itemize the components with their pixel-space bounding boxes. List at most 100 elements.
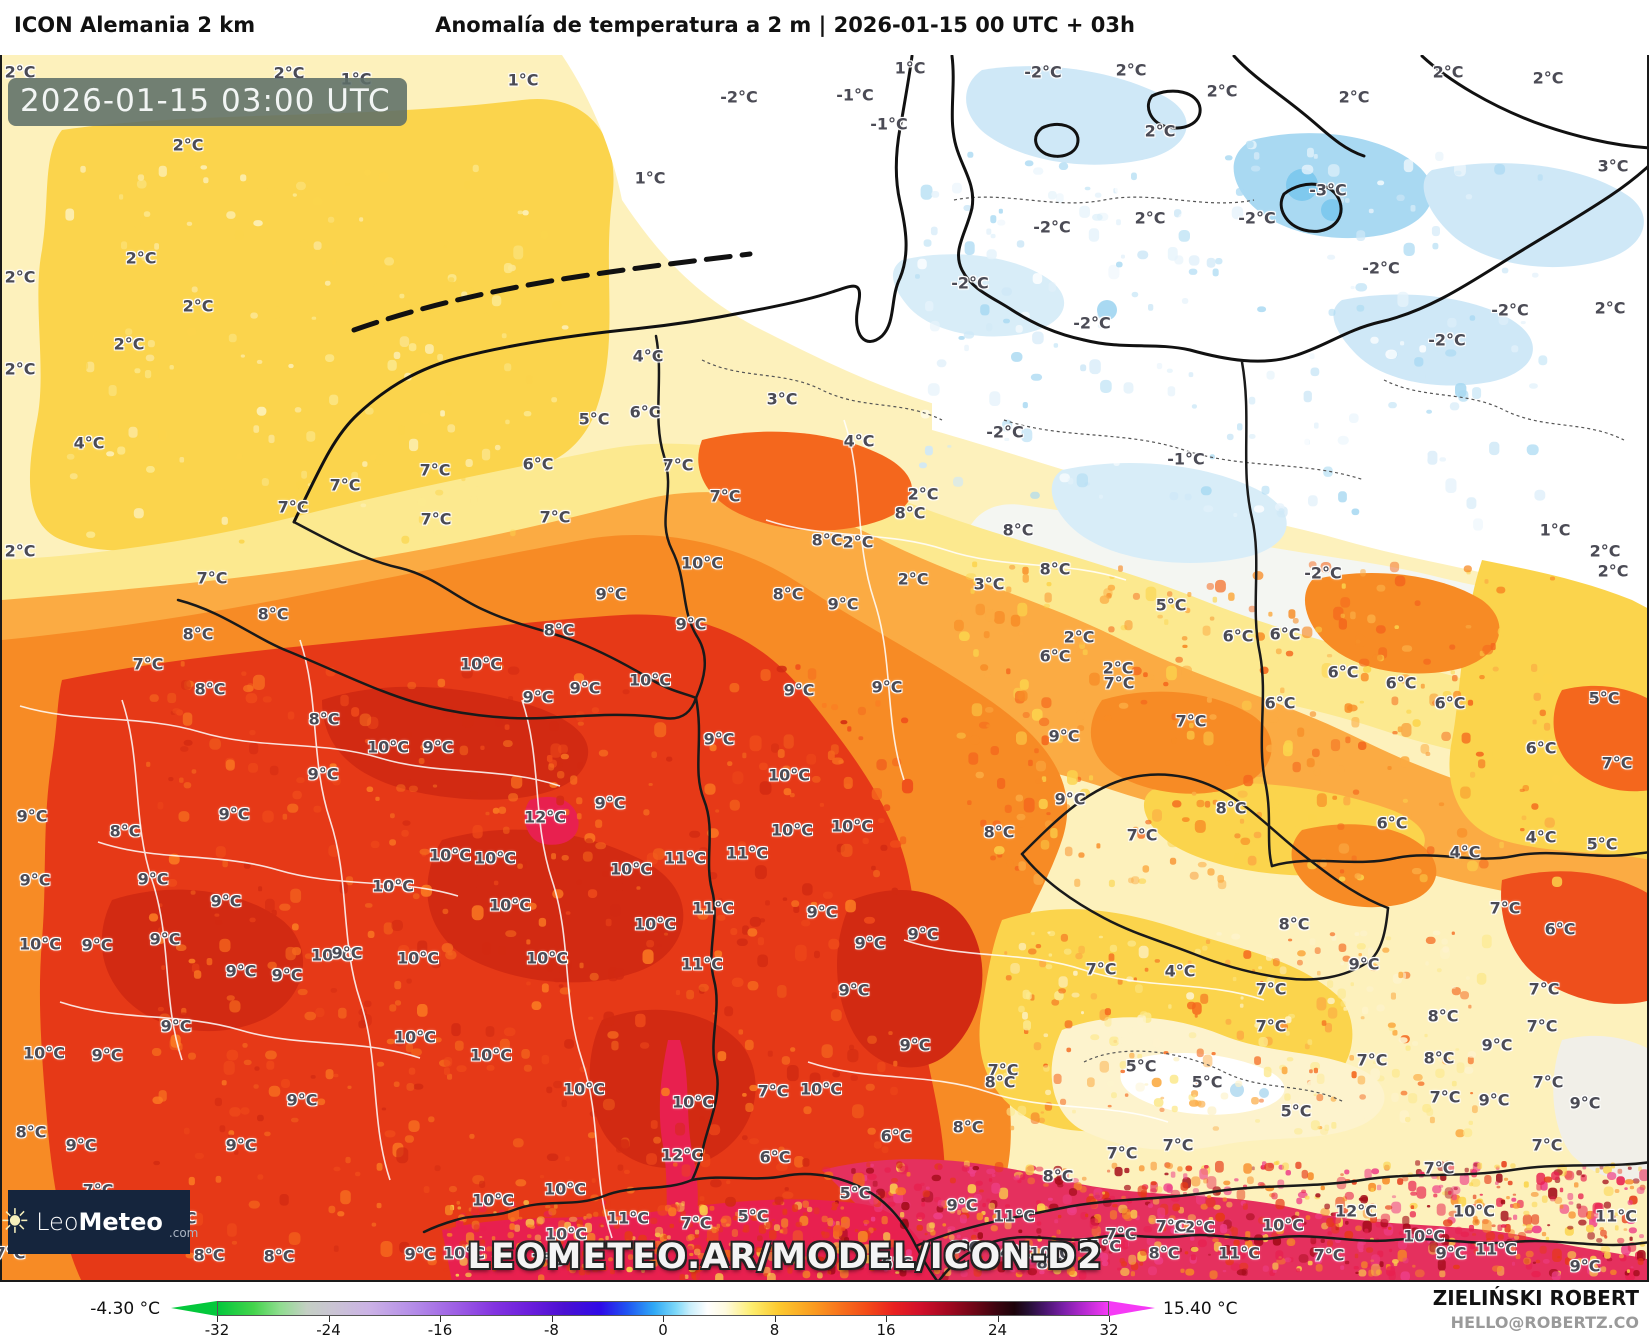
- temp-label: 8°C: [984, 1072, 1016, 1092]
- temp-label: 10°C: [633, 914, 677, 934]
- temp-label: 10°C: [770, 820, 814, 840]
- temp-label: 10°C: [428, 845, 472, 865]
- temp-label: 5°C: [1280, 1101, 1312, 1121]
- temp-label: 2°C: [1102, 658, 1134, 678]
- temp-label: 7°C: [1429, 1087, 1461, 1107]
- page-title: Anomalía de temperatura a 2 m | 2026-01-…: [435, 13, 1135, 37]
- temp-label: -2°C: [1428, 330, 1466, 350]
- colorbar-tick-label: -16: [427, 1321, 453, 1339]
- temp-label: 9°C: [137, 869, 169, 889]
- temp-label: -2°C: [1024, 62, 1062, 82]
- temp-label: 10°C: [442, 1243, 486, 1263]
- temp-label: 7°C: [1532, 1072, 1564, 1092]
- temp-label: 7°C: [539, 507, 571, 527]
- temp-label: 6°C: [1434, 693, 1466, 713]
- temp-label: 4°C: [1164, 961, 1196, 981]
- temp-label: 11°C: [1217, 1243, 1261, 1263]
- temp-label: 10°C: [310, 945, 354, 965]
- temp-label: 9°C: [827, 594, 859, 614]
- temp-label: 9°C: [1048, 726, 1080, 746]
- colorbar-tick-label: 0: [658, 1321, 668, 1339]
- temp-label: 7°C: [1105, 1224, 1137, 1244]
- temp-label: 9°C: [210, 891, 242, 911]
- colorbar-tick: [886, 1316, 887, 1322]
- temp-label: 7°C: [662, 455, 694, 475]
- temp-label: 6°C: [759, 1147, 791, 1167]
- temp-label: 10°C: [366, 737, 410, 757]
- temp-label: 2°C: [1594, 298, 1626, 318]
- temp-label: 8°C: [182, 624, 214, 644]
- temp-label: 2°C: [1144, 121, 1176, 141]
- temp-label: 7°C: [987, 1060, 1019, 1080]
- temp-label: -1°C: [870, 114, 908, 134]
- temp-label: -2°C: [720, 87, 758, 107]
- temp-label: 9°C: [946, 1195, 978, 1215]
- temp-label: 8°C: [543, 620, 575, 640]
- temp-label: 9°C: [271, 965, 303, 985]
- temp-label: 10°C: [680, 553, 724, 573]
- temp-label: 6°C: [1544, 919, 1576, 939]
- temp-label: 2°C: [172, 135, 204, 155]
- temp-label: 4°C: [843, 431, 875, 451]
- temp-label: 8°C: [952, 1117, 984, 1137]
- temp-label: 10°C: [469, 1045, 513, 1065]
- temp-label: 5°C: [1125, 1056, 1157, 1076]
- temp-label: 5°C: [737, 1206, 769, 1226]
- colorbar-tick: [997, 1316, 999, 1322]
- temp-label: 9°C: [91, 1045, 123, 1065]
- temp-label: 8°C: [1427, 1006, 1459, 1026]
- temp-label: 5°C: [578, 409, 610, 429]
- temp-label: 12°C: [660, 1145, 704, 1165]
- temp-label: 8°C: [1148, 1243, 1180, 1263]
- temp-label: 9°C: [871, 677, 903, 697]
- temp-label: 6°C: [1376, 813, 1408, 833]
- sun-icon: ☀: [0, 1202, 31, 1242]
- footer-bar: -4.30 °C 15.40 °C -32 -24 -16 -8 0 8 16 24 32 ZI…: [0, 1282, 1649, 1339]
- temp-label: 7°C: [1528, 979, 1560, 999]
- temp-label: 9°C: [1054, 789, 1086, 809]
- temp-label: 9°C: [160, 1016, 192, 1036]
- temp-label: 7°C: [420, 509, 452, 529]
- temp-label: 9°C: [1478, 1090, 1510, 1110]
- temp-label: 7°C: [1085, 959, 1117, 979]
- temp-label: 9°C: [149, 929, 181, 949]
- temp-label: 9°C: [307, 764, 339, 784]
- temp-label: 5°C: [839, 1183, 871, 1203]
- colorbar-tick: [774, 1316, 776, 1322]
- temp-label: 9°C: [19, 870, 51, 890]
- temp-label: 11°C: [992, 1206, 1036, 1226]
- colorbar-tick-label: -24: [316, 1321, 341, 1339]
- temp-label: 7°C: [1175, 711, 1207, 731]
- temp-label: 6°C: [1327, 662, 1359, 682]
- temp-label: 10°C: [459, 654, 503, 674]
- colorbar-tick: [328, 1316, 330, 1322]
- watermark: LEOMETEO.AR/MODEL/ICON-D2: [467, 1237, 1103, 1277]
- temp-label: 6°C: [1525, 738, 1557, 758]
- temp-label: 6°C: [1222, 626, 1254, 646]
- temp-label: 8°C: [983, 822, 1015, 842]
- temp-label: -2°C: [1304, 563, 1342, 583]
- temp-label: 7°C: [1255, 1016, 1287, 1036]
- temp-label: 9°C: [331, 943, 363, 963]
- temp-label: 7°C: [1155, 1216, 1187, 1236]
- leometeo-logo: ☀ LeoMeteo .com: [0, 1190, 198, 1254]
- temp-label: 10°C: [628, 670, 672, 690]
- temp-label: 9°C: [899, 1035, 931, 1055]
- temp-label: 6°C: [629, 402, 661, 422]
- colorbar-tick-label: 8: [769, 1321, 780, 1339]
- temp-label: 8°C: [308, 709, 340, 729]
- temp-label: -2°C: [1362, 258, 1400, 278]
- temp-label: 9°C: [854, 933, 886, 953]
- temp-label: 6°C: [1385, 673, 1417, 693]
- temp-label: 8°C: [194, 679, 226, 699]
- temp-label: 10°C: [525, 948, 569, 968]
- colorbar-tick: [551, 1316, 553, 1322]
- colorbar-tick: [440, 1316, 441, 1322]
- temp-label: 7°C: [531, 1250, 563, 1270]
- temp-label: 7°C: [757, 1081, 789, 1101]
- temp-label: 1°C: [634, 168, 666, 188]
- temp-label: 6°C: [881, 1253, 913, 1273]
- temp-label: 6°C: [1264, 693, 1296, 713]
- temp-label: 9°C: [218, 804, 250, 824]
- temp-label: -2°C: [1491, 300, 1529, 320]
